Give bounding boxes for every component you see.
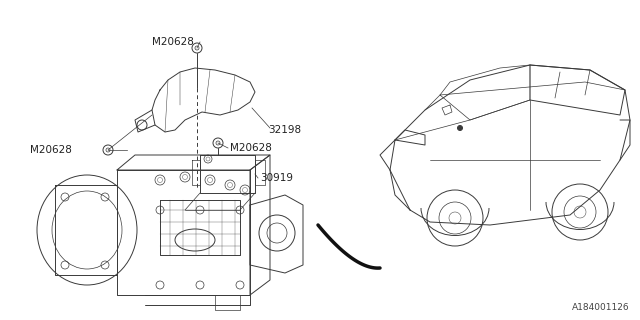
Text: 32198: 32198 — [268, 125, 301, 135]
Text: A184001126: A184001126 — [572, 303, 630, 312]
Text: 30919: 30919 — [260, 173, 293, 183]
Text: M20628: M20628 — [152, 37, 194, 47]
Text: M20628: M20628 — [30, 145, 72, 155]
Text: M20628: M20628 — [230, 143, 272, 153]
Circle shape — [458, 125, 463, 131]
